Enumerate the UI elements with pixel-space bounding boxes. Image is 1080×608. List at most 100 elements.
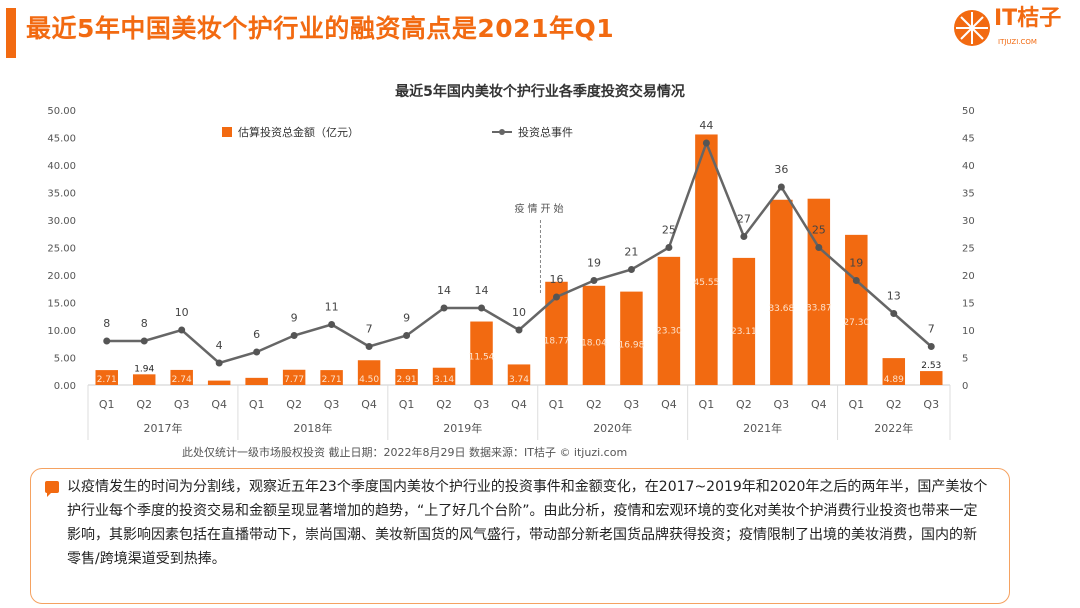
year-label: 2019年 [443, 421, 482, 435]
legend-bar-swatch [222, 127, 232, 137]
events-point [103, 337, 111, 345]
events-point [365, 343, 373, 350]
right-axis-tick: 50 [962, 106, 975, 117]
bar [132, 374, 156, 385]
annotation-text: 疫情开始 [514, 202, 566, 215]
right-axis-tick: 35 [962, 189, 975, 200]
left-axis-tick: 30.00 [47, 216, 76, 227]
category-label: Q4 [361, 398, 377, 411]
category-label: Q4 [811, 398, 827, 411]
bar-value-label: 23.30 [656, 327, 682, 337]
events-point [440, 304, 448, 312]
summary-text: 以疫情发生的时间为分割线，观察近五年23个季度国内美妆个护行业的投资事件和金额变… [67, 479, 988, 567]
category-label: Q2 [436, 398, 452, 411]
legend-line-label: 投资总事件 [518, 125, 573, 139]
events-point [627, 266, 635, 273]
right-axis-tick: 20 [962, 271, 975, 282]
bar-value-label: 1.94 [134, 364, 154, 374]
summary-box: 以疫情发生的时间为分割线，观察近五年23个季度国内美妆个护行业的投资事件和金额变… [30, 468, 1010, 604]
bar-value-label: 4.89 [884, 375, 904, 385]
events-point [478, 304, 486, 312]
category-label: Q3 [624, 398, 640, 411]
category-label: Q4 [511, 398, 527, 411]
bar [807, 198, 831, 385]
bar-value-label: 33.68 [768, 304, 794, 314]
logo-text: IT桔子 [994, 6, 1062, 31]
events-point [852, 277, 860, 284]
events-value-label: 4 [216, 339, 223, 352]
bar-value-label: 18.77 [544, 337, 570, 347]
bar-value-label: 45.55 [694, 278, 720, 288]
bar [920, 371, 943, 385]
events-value-label: 14 [475, 284, 489, 297]
category-label: Q3 [474, 398, 490, 411]
events-value-label: 8 [103, 317, 110, 330]
bar-value-label: 23.11 [731, 327, 757, 337]
year-label: 2021年 [743, 421, 782, 435]
events-point [927, 343, 935, 350]
logo: IT桔子 ITJUZI.COM [952, 6, 1076, 52]
right-axis-tick: 40 [962, 161, 975, 172]
bar-value-label: 4.50 [359, 375, 379, 385]
right-axis-tick: 25 [962, 244, 975, 255]
bar [170, 369, 193, 385]
bar-value-label: 3.74 [509, 375, 529, 385]
right-axis-tick: 10 [962, 326, 975, 337]
left-axis-tick: 35.00 [47, 189, 76, 200]
left-axis-tick: 20.00 [47, 271, 76, 282]
right-axis-tick: 15 [962, 299, 975, 310]
bar [882, 358, 906, 385]
bar-value-label: 27.30 [843, 318, 869, 328]
title-accent-bar [6, 8, 16, 58]
events-point [515, 326, 523, 334]
left-axis-tick: 5.00 [54, 354, 76, 365]
events-point [702, 139, 710, 147]
year-label: 2017年 [143, 421, 182, 435]
right-axis-tick: 0 [962, 381, 968, 392]
events-value-label: 27 [737, 213, 751, 226]
bar-value-label: 2.71 [97, 375, 117, 385]
bar-value-label: 2.74 [172, 375, 192, 385]
category-label: Q2 [586, 398, 602, 411]
bar-value-label: 18.04 [581, 338, 607, 348]
year-label: 2022年 [874, 421, 913, 435]
events-value-label: 11 [325, 301, 339, 314]
events-value-label: 19 [849, 257, 863, 270]
bar [282, 369, 306, 385]
page-title: 最近5年中国美妆个护行业的融资高点是2021年Q1 [26, 14, 615, 43]
events-value-label: 16 [549, 273, 563, 286]
events-point [178, 326, 186, 334]
events-value-label: 10 [175, 306, 189, 319]
bar [507, 364, 531, 385]
bar-value-label: 33.87 [806, 303, 832, 313]
right-axis-tick: 45 [962, 134, 975, 145]
events-point [777, 183, 785, 191]
category-label: Q1 [99, 398, 115, 411]
footnote: 此处仅统计一级市场股权投资 截止日期：2022年8月29日 数据来源：IT桔子 … [182, 446, 628, 459]
events-value-label: 19 [587, 257, 601, 270]
category-label: Q2 [136, 398, 152, 411]
events-value-label: 25 [812, 224, 826, 237]
bar [845, 234, 868, 385]
events-point [215, 359, 223, 367]
bar [470, 321, 493, 385]
category-label: Q1 [249, 398, 265, 411]
chart-title: 最近5年国内美妆个护行业各季度投资交易情况 [395, 83, 685, 100]
events-value-label: 36 [774, 163, 788, 176]
events-point [328, 321, 336, 328]
left-axis-tick: 10.00 [47, 326, 76, 337]
left-axis-tick: 50.00 [47, 106, 76, 117]
bar-value-label: 16.98 [619, 341, 645, 351]
events-point [552, 293, 560, 301]
events-point [403, 332, 411, 339]
events-value-label: 7 [928, 323, 935, 336]
bar [732, 257, 756, 385]
category-label: Q2 [886, 398, 902, 411]
events-point [740, 233, 748, 240]
category-label: Q3 [774, 398, 790, 411]
category-label: Q1 [699, 398, 715, 411]
events-point [290, 332, 298, 339]
bar [207, 380, 231, 385]
bar [320, 370, 343, 385]
bar-value-label: 11.54 [469, 353, 495, 363]
